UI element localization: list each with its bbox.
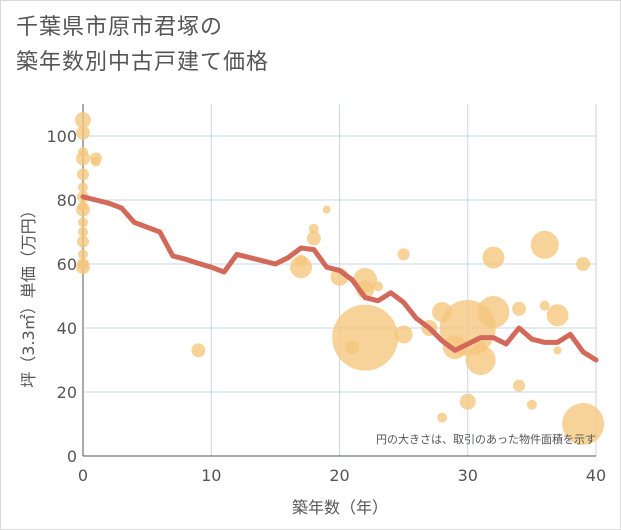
- title-line-1: 千葉県市原市君塚の: [16, 15, 224, 40]
- trend-series: [80, 194, 599, 363]
- bubble-point: [562, 403, 605, 445]
- bubble-point: [394, 325, 413, 344]
- bubble-point: [465, 345, 496, 375]
- bubble-point: [295, 254, 308, 267]
- bubble-point: [78, 249, 88, 260]
- bubble-point: [76, 151, 90, 166]
- x-axis-label: 築年数（年）: [292, 498, 388, 517]
- y-tick-label: 0: [67, 447, 77, 466]
- y-tick-label: 20: [57, 383, 77, 402]
- y-tick-label: 60: [57, 255, 77, 274]
- axis-ticks: 0 20 40 60 80 100 0 10 20 30 40: [46, 127, 606, 485]
- bubble-point: [530, 230, 559, 259]
- bubble-point: [482, 246, 505, 269]
- bubble-point: [513, 379, 526, 392]
- x-tick-label: 20: [329, 466, 349, 485]
- x-tick-label: 10: [201, 466, 221, 485]
- y-tick-label: 80: [57, 191, 77, 210]
- bubble-point: [78, 182, 88, 193]
- bubble-point: [191, 343, 206, 358]
- y-axis-label: 坪（3.3㎡）単価（万円）: [19, 202, 38, 387]
- x-tick-label: 0: [78, 466, 88, 485]
- size-note: 円の大きさは、取引のあった物件面積を示す: [376, 432, 596, 446]
- bubble-point: [322, 205, 331, 214]
- title-line-2: 築年数別中古戸建て価格: [16, 50, 270, 75]
- bubble-point: [306, 231, 321, 246]
- bubble-point: [576, 257, 591, 271]
- average-price-line: [80, 194, 599, 363]
- bubble-point: [78, 227, 88, 237]
- y-tick-label: 100: [46, 127, 77, 146]
- bubble-point: [78, 217, 88, 228]
- bubble-point: [553, 346, 562, 355]
- bubble-point: [477, 296, 510, 328]
- bubble-point: [90, 156, 101, 167]
- bubble-point: [546, 304, 569, 327]
- bubble-point: [76, 260, 90, 275]
- bubble-point: [75, 112, 91, 128]
- bubble-point: [459, 393, 476, 410]
- bubble-point: [76, 202, 90, 217]
- bubble-point: [397, 248, 410, 261]
- bubble-point: [372, 281, 383, 292]
- x-tick-label: 40: [586, 466, 606, 485]
- bubble-point: [76, 125, 90, 140]
- bubble-point: [512, 301, 527, 316]
- bubble-point: [77, 235, 89, 248]
- y-tick-label: 40: [57, 319, 77, 338]
- bubble-point: [526, 399, 537, 410]
- bubble-point: [77, 168, 89, 181]
- bubble-point: [308, 223, 319, 234]
- x-tick-label: 30: [458, 466, 478, 485]
- bubble-point: [332, 304, 399, 371]
- bubble-series: [75, 112, 605, 445]
- bubble-point: [437, 412, 448, 423]
- bubble-point: [474, 341, 487, 354]
- bubble-point: [539, 300, 550, 311]
- chart-title: 千葉県市原市君塚の 築年数別中古戸建て価格: [16, 10, 269, 80]
